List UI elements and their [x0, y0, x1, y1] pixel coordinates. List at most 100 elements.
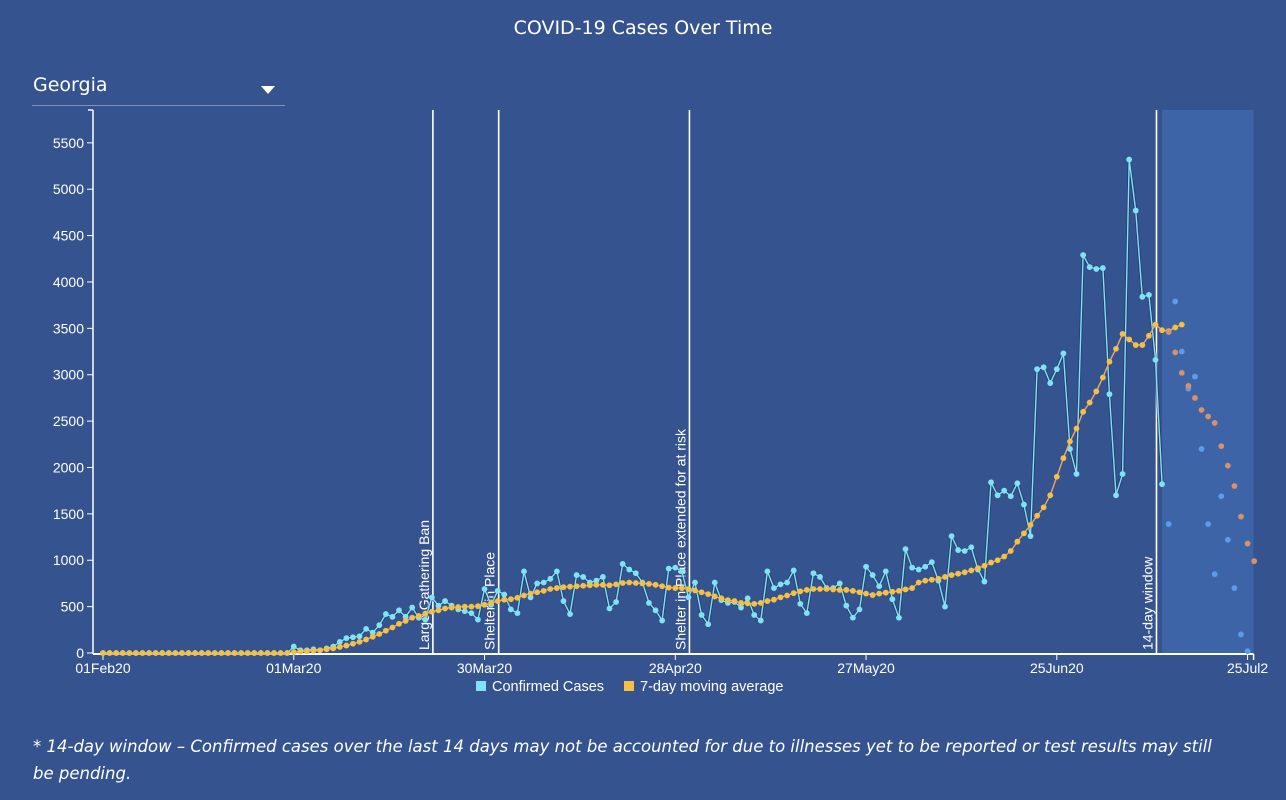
moving-average-point	[902, 586, 909, 593]
confirmed-cases-point	[915, 566, 922, 573]
moving-average-point	[396, 620, 402, 627]
moving-average-point	[277, 650, 284, 656]
confirmed-cases-point	[692, 579, 698, 586]
moving-average-point	[304, 648, 310, 655]
moving-average-projection-point	[1165, 329, 1172, 335]
state-dropdown[interactable]: Georgia	[32, 72, 285, 106]
confirmed-cases-point	[521, 568, 527, 575]
moving-average-point	[613, 581, 619, 588]
moving-average-point	[1099, 374, 1106, 381]
moving-average-point	[994, 557, 1001, 564]
confirmed-cases-point	[955, 547, 962, 553]
confirmed-cases-projection-point	[1224, 536, 1231, 543]
legend-label-average: 7-day moving average	[640, 679, 783, 695]
event-label: 14-day window	[1139, 556, 1155, 650]
y-tick-label: 500	[61, 599, 85, 615]
confirmed-cases-point	[961, 548, 968, 554]
confirmed-cases-point	[363, 625, 370, 632]
confirmed-cases-point	[494, 587, 501, 594]
confirmed-cases-point	[889, 596, 896, 603]
moving-average-point	[928, 576, 935, 583]
confirmed-cases-point	[573, 572, 580, 578]
moving-average-point	[738, 600, 744, 606]
moving-average-point	[626, 579, 633, 586]
moving-average-point	[1139, 342, 1146, 348]
x-tick-label: 27May20	[837, 660, 895, 676]
confirmed-cases-point	[1139, 293, 1146, 300]
y-tick-label: 4500	[53, 228, 84, 244]
moving-average-point	[843, 587, 850, 593]
moving-average-point	[402, 618, 409, 624]
confirmed-cases-point	[350, 634, 356, 641]
moving-average-projection-point	[1218, 443, 1225, 450]
event-label: Shelter in Place extended for at risk	[672, 428, 688, 650]
moving-average-point	[205, 650, 212, 656]
caret-down-icon[interactable]	[261, 86, 275, 94]
moving-average-point	[803, 587, 810, 593]
confirmed-cases-point	[869, 572, 876, 578]
confirmed-cases-point	[751, 612, 758, 618]
confirmed-cases-point	[646, 600, 652, 606]
moving-average-point	[1152, 321, 1159, 328]
moving-average-point	[757, 600, 764, 606]
moving-average-point	[744, 600, 751, 607]
confirmed-cases-point	[1132, 207, 1139, 214]
moving-average-point	[494, 598, 501, 604]
moving-average-point	[1027, 522, 1034, 528]
confirmed-cases-point	[1093, 266, 1100, 272]
confirmed-cases-point	[1040, 364, 1047, 371]
moving-average-point	[271, 650, 277, 656]
confirmed-cases-point	[771, 585, 777, 591]
confirmed-cases-point	[1106, 391, 1113, 398]
confirmed-cases-point	[757, 617, 764, 624]
moving-average-point	[659, 583, 666, 590]
confirmed-cases-point	[1060, 350, 1067, 357]
confirmed-cases-point	[797, 600, 804, 607]
confirmed-cases-point	[356, 633, 363, 640]
moving-average-point	[257, 650, 264, 656]
moving-average-point	[1021, 530, 1027, 537]
confirmed-cases-point	[665, 565, 672, 572]
moving-average-series	[100, 321, 1185, 656]
confirmed-cases-point	[1001, 487, 1008, 494]
confirmed-cases-point	[817, 574, 823, 580]
moving-average-point	[514, 594, 521, 601]
moving-average-point	[922, 577, 929, 584]
moving-average-point	[527, 590, 534, 597]
confirmed-cases-point	[652, 607, 659, 614]
confirmed-cases-point	[659, 617, 666, 624]
moving-average-point	[1034, 512, 1040, 519]
confirmed-cases-point	[336, 638, 343, 645]
moving-average-point	[455, 604, 462, 610]
moving-average-point	[231, 650, 238, 656]
moving-average-point	[1080, 408, 1087, 415]
confirmed-cases-point	[863, 563, 869, 570]
confirmed-cases-point	[711, 579, 718, 586]
confirmed-cases-point	[606, 605, 613, 612]
moving-average-point	[185, 650, 192, 656]
x-tick-label: 25Jun20	[1030, 660, 1084, 676]
confirmed-cases-point	[1007, 493, 1014, 500]
moving-average-point	[119, 650, 126, 656]
confirmed-cases-point	[547, 575, 554, 582]
moving-average-point	[567, 583, 573, 590]
confirmed-cases-point	[1014, 480, 1021, 487]
confirmed-cases-point	[560, 598, 567, 604]
moving-average-point	[961, 569, 968, 576]
confirmed-cases-point	[968, 544, 975, 551]
moving-average-point	[198, 650, 205, 656]
moving-average-point	[692, 587, 698, 594]
confirmed-cases-point	[369, 629, 376, 636]
moving-average-point	[356, 638, 363, 645]
confirmed-cases-point	[994, 492, 1001, 499]
confirmed-cases-projection-point	[1238, 631, 1244, 638]
confirmed-cases-projection-point	[1205, 521, 1212, 527]
confirmed-cases-point	[942, 603, 948, 610]
confirmed-cases-point	[409, 604, 416, 611]
x-tick-label: 01Mar20	[266, 660, 321, 676]
moving-average-point	[1119, 331, 1126, 337]
moving-average-point	[330, 645, 337, 652]
moving-average-point	[376, 631, 383, 637]
moving-average-point	[988, 559, 994, 566]
moving-average-point	[1014, 538, 1021, 545]
